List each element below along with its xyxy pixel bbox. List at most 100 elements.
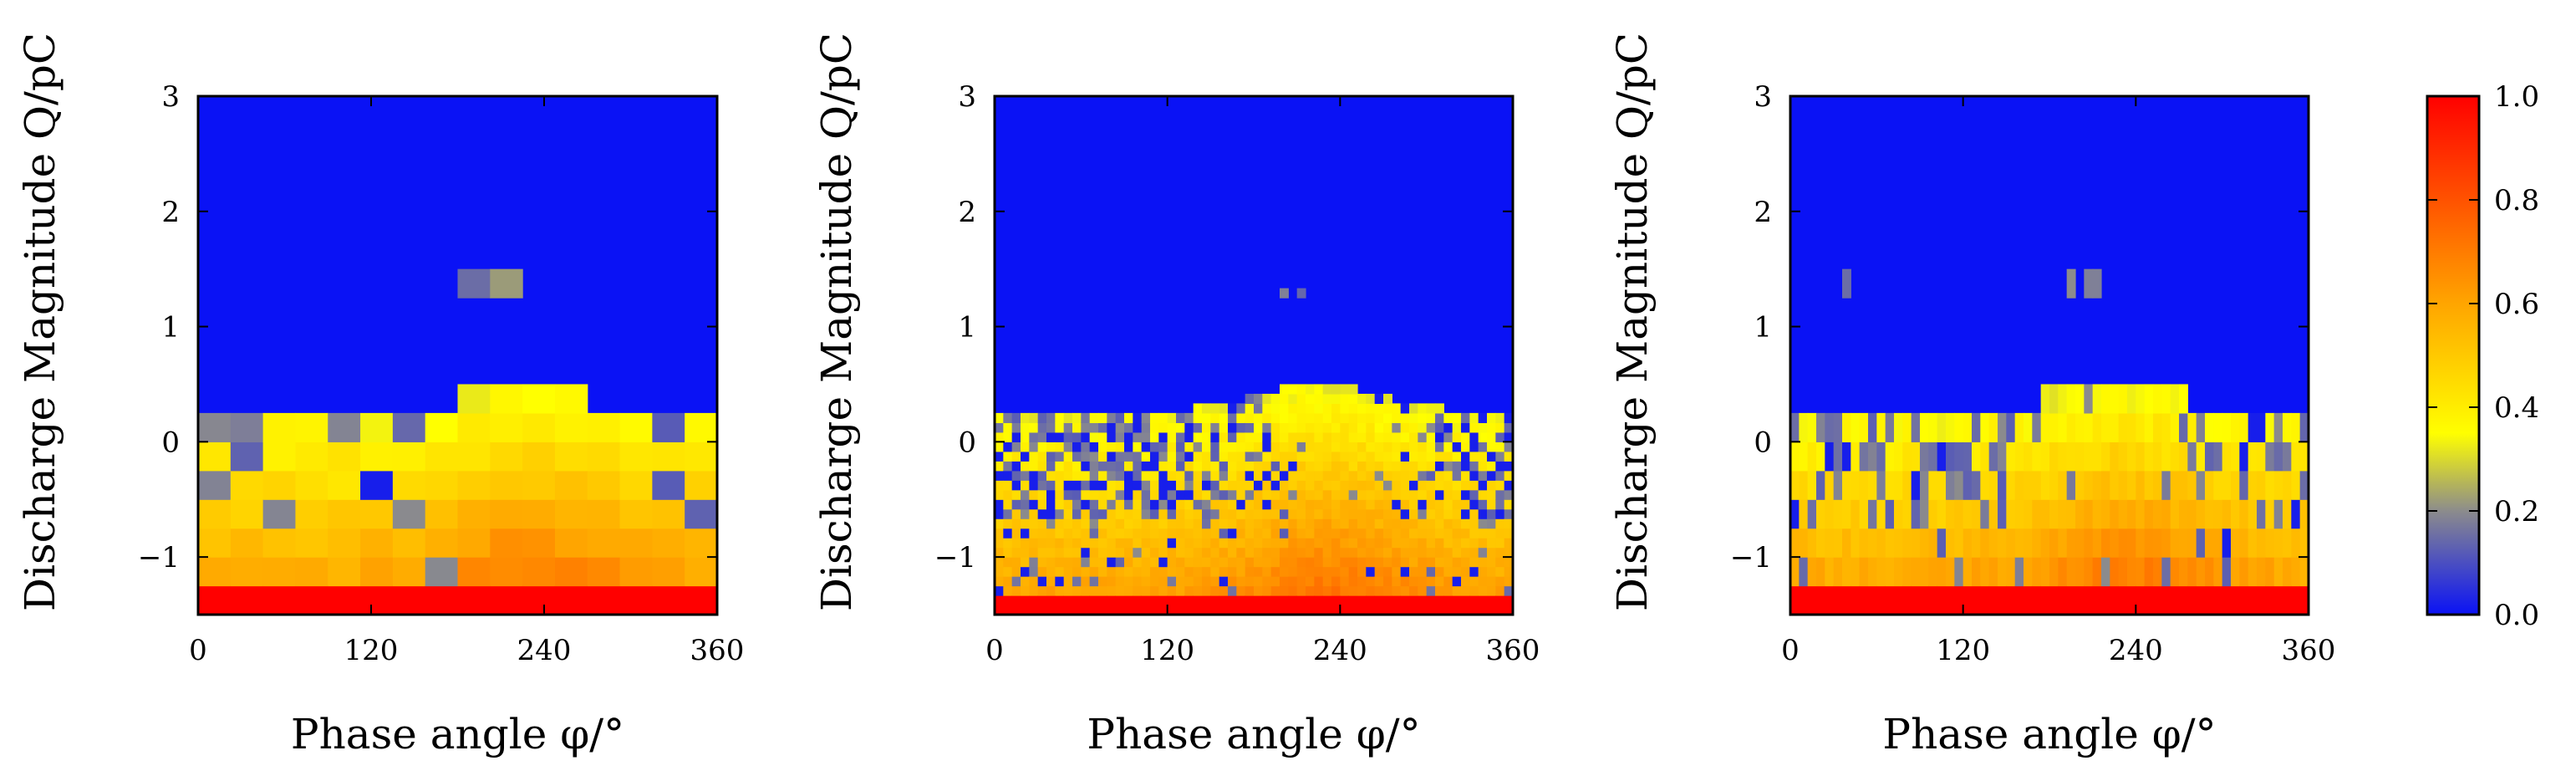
heatmap-cell [1340,518,1350,529]
heatmap-cell [1219,470,1229,481]
heatmap-cell [1055,518,1065,529]
heatmap-cell [1357,431,1367,442]
heatmap-cell [1072,528,1082,539]
heatmap-cell [1868,412,1877,442]
heatmap-cell [2248,412,2258,442]
heatmap-cell [1306,518,1315,529]
heatmap-cell [1288,595,1298,606]
heatmap-cell [1296,384,1306,395]
heatmap-cell [1418,480,1428,491]
heatmap-cell [1306,393,1315,405]
heatmap-cell [1807,499,1817,529]
heatmap-cell [1236,508,1246,519]
heatmap-cell [1374,585,1384,596]
heatmap-cell [1037,528,1047,539]
heatmap-cell [1245,422,1255,433]
heatmap-cell [1124,566,1133,577]
heatmap-cell [1314,508,1324,519]
heatmap-cells [198,268,718,615]
heatmap-cell [1816,585,1825,615]
heatmap-cell [2222,585,2232,615]
heatmap-cell [1366,422,1376,433]
heatmap-cell [995,576,1004,587]
heatmap-cell [1443,442,1453,452]
heatmap-cell [2196,470,2206,500]
heatmap-cell [1184,461,1194,472]
heatmap-cell [1098,528,1107,539]
y-tick-label: 2 [958,196,976,229]
x-tick-label: 240 [2109,634,2163,667]
y-tick-label: −1 [1730,541,1772,574]
heatmap-cell [1322,461,1332,472]
heatmap-cell [1426,489,1436,500]
heatmap-cell [1340,431,1350,442]
heatmap-cell [360,499,394,529]
heatmap-cell [1340,576,1350,587]
heatmap-cell [1495,547,1505,558]
heatmap-cell [1210,431,1220,442]
heatmap-cell [1331,585,1341,596]
heatmap-cell [1504,566,1514,577]
y-tick-label: 3 [161,80,180,114]
heatmap-cell [1296,288,1306,299]
heatmap-cell [1306,442,1315,452]
heatmap-cell [1270,470,1280,481]
heatmap-cell [1374,538,1384,549]
heatmap-cell [1998,442,2007,472]
heatmap-cell [995,489,1004,500]
heatmap-cell [1452,557,1462,568]
heatmap-cell [1210,461,1220,472]
heatmap-cell [1262,585,1272,596]
heatmap-cell [1193,605,1203,615]
heatmap-cell [1245,547,1255,558]
heatmap-cell [1322,412,1332,423]
heatmap-cell [198,442,232,472]
heatmap-cell [1469,499,1479,510]
heatmap-cell [2032,470,2042,500]
heatmap-cell [1400,595,1410,606]
heatmap-cell [1107,480,1117,491]
heatmap-cell [2006,470,2016,500]
heatmap-cell [1357,566,1367,577]
heatmap-cell [2136,528,2146,558]
heatmap-cell [1392,528,1402,539]
heatmap-cell [2248,557,2258,587]
heatmap-cell [1167,442,1177,452]
heatmap-cell [1046,605,1056,615]
heatmap-cell [1435,480,1444,491]
heatmap-cell [2136,557,2146,587]
heatmap-cell [1245,557,1255,568]
heatmap-cell [2153,528,2162,558]
heatmap-cell [1029,508,1039,519]
heatmap-cell [1928,442,1938,472]
heatmap-cell [2213,585,2223,615]
heatmap-cell [1833,528,1843,558]
heatmap-cell [1254,431,1263,442]
heatmap-cell [1426,470,1436,481]
heatmap-cell [1426,431,1436,442]
heatmap-cell [1037,518,1047,529]
heatmap-cell [1055,528,1065,539]
heatmap-cell [1911,412,1921,442]
heatmap-cell [1495,585,1505,596]
heatmap-cell [1270,451,1280,462]
heatmap-cell [1098,518,1107,529]
heatmap-cell [1306,470,1315,481]
heatmap-cell [1314,461,1324,472]
heatmap-cell [1141,576,1151,587]
heatmap-cell [1876,442,1886,472]
heatmap-cell [2170,585,2180,615]
heatmap-cell [1902,528,1912,558]
heatmap-cell [1133,431,1143,442]
heatmap-cell [1461,528,1470,539]
heatmap-cell [1383,431,1392,442]
heatmap-cell [1972,557,1981,587]
heatmap-cell [1306,538,1315,549]
heatmap-cell [1288,528,1298,539]
heatmap-cell [2273,412,2283,442]
heatmap-cell [360,528,394,558]
heatmap-cell [1167,451,1177,462]
y-tick-label: −1 [138,541,180,574]
heatmap-cell [1245,528,1255,539]
heatmap-cell [1037,538,1047,549]
